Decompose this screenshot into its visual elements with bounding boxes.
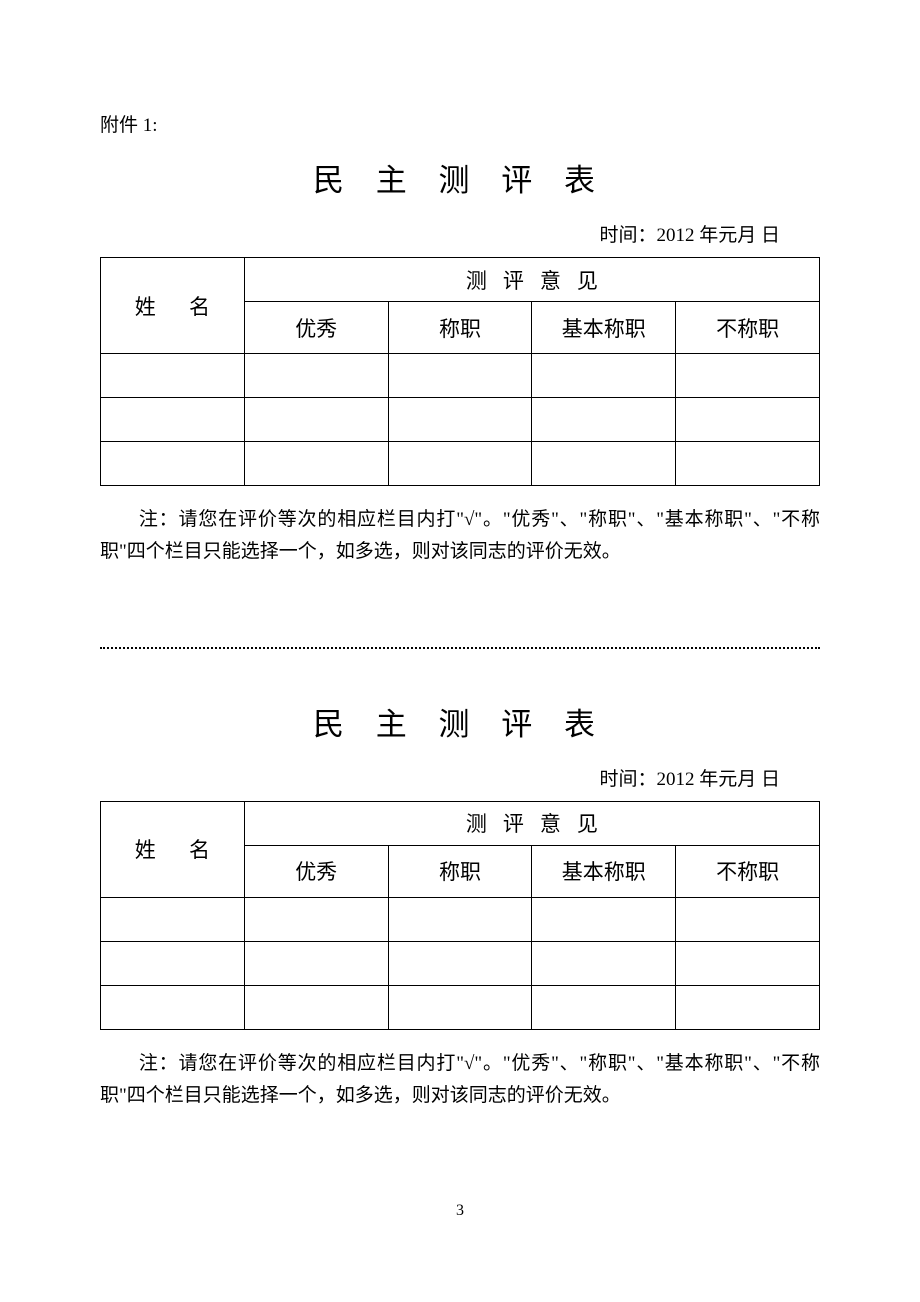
opinion-header: 测评意见 xyxy=(244,258,819,302)
dotted-separator xyxy=(100,647,820,649)
form-section-2: 民 主 测 评 表 时间：2012 年元月 日 姓 名 测评意见 优秀 称职 基… xyxy=(100,699,820,1113)
attachment-label: 附件 1: xyxy=(100,110,820,137)
rating-cell[interactable] xyxy=(532,442,676,486)
rating-cell[interactable] xyxy=(676,897,820,941)
name-cell[interactable] xyxy=(101,985,245,1029)
opinion-header: 测评意见 xyxy=(244,801,819,845)
rating-cell[interactable] xyxy=(532,398,676,442)
note-content: 注：请您在评价等次的相应栏目内打"√"。"优秀"、"称职"、"基本称职"、"不称… xyxy=(100,509,820,562)
evaluation-table: 姓 名 测评意见 优秀 称职 基本称职 不称职 xyxy=(100,257,820,486)
rating-cell[interactable] xyxy=(244,398,388,442)
table-row xyxy=(101,941,820,985)
column-header-competent: 称职 xyxy=(388,302,532,354)
table-row xyxy=(101,442,820,486)
column-header-excellent: 优秀 xyxy=(244,302,388,354)
evaluation-table: 姓 名 测评意见 优秀 称职 基本称职 不称职 xyxy=(100,801,820,1030)
table-row xyxy=(101,398,820,442)
rating-cell[interactable] xyxy=(388,442,532,486)
table-row xyxy=(101,985,820,1029)
rating-cell[interactable] xyxy=(244,985,388,1029)
column-header-basic: 基本称职 xyxy=(532,845,676,897)
rating-cell[interactable] xyxy=(532,985,676,1029)
rating-cell[interactable] xyxy=(244,354,388,398)
name-cell[interactable] xyxy=(101,897,245,941)
rating-cell[interactable] xyxy=(244,442,388,486)
name-header: 姓 名 xyxy=(101,258,245,354)
form-title: 民 主 测 评 表 xyxy=(100,155,820,200)
table-row xyxy=(101,354,820,398)
rating-cell[interactable] xyxy=(388,941,532,985)
rating-cell[interactable] xyxy=(676,398,820,442)
rating-cell[interactable] xyxy=(244,941,388,985)
column-header-incompetent: 不称职 xyxy=(676,845,820,897)
rating-cell[interactable] xyxy=(676,442,820,486)
rating-cell[interactable] xyxy=(532,941,676,985)
date-line: 时间：2012 年元月 日 xyxy=(100,220,820,247)
rating-cell[interactable] xyxy=(388,985,532,1029)
rating-cell[interactable] xyxy=(388,354,532,398)
column-header-incompetent: 不称职 xyxy=(676,302,820,354)
name-cell[interactable] xyxy=(101,941,245,985)
rating-cell[interactable] xyxy=(388,398,532,442)
column-header-basic: 基本称职 xyxy=(532,302,676,354)
date-line: 时间：2012 年元月 日 xyxy=(100,764,820,791)
name-cell[interactable] xyxy=(101,354,245,398)
note-text: 注：请您在评价等次的相应栏目内打"√"。"优秀"、"称职"、"基本称职"、"不称… xyxy=(100,504,820,569)
table-row xyxy=(101,897,820,941)
rating-cell[interactable] xyxy=(388,897,532,941)
rating-cell[interactable] xyxy=(676,985,820,1029)
name-header: 姓 名 xyxy=(101,801,245,897)
note-text: 注：请您在评价等次的相应栏目内打"√"。"优秀"、"称职"、"基本称职"、"不称… xyxy=(100,1048,820,1113)
rating-cell[interactable] xyxy=(676,941,820,985)
name-cell[interactable] xyxy=(101,398,245,442)
column-header-competent: 称职 xyxy=(388,845,532,897)
rating-cell[interactable] xyxy=(532,354,676,398)
column-header-excellent: 优秀 xyxy=(244,845,388,897)
name-cell[interactable] xyxy=(101,442,245,486)
form-section-1: 附件 1: 民 主 测 评 表 时间：2012 年元月 日 姓 名 测评意见 优… xyxy=(100,110,820,569)
form-title: 民 主 测 评 表 xyxy=(100,699,820,744)
rating-cell[interactable] xyxy=(244,897,388,941)
note-content: 注：请您在评价等次的相应栏目内打"√"。"优秀"、"称职"、"基本称职"、"不称… xyxy=(100,1053,820,1106)
rating-cell[interactable] xyxy=(676,354,820,398)
page-number: 3 xyxy=(100,1202,820,1220)
rating-cell[interactable] xyxy=(532,897,676,941)
